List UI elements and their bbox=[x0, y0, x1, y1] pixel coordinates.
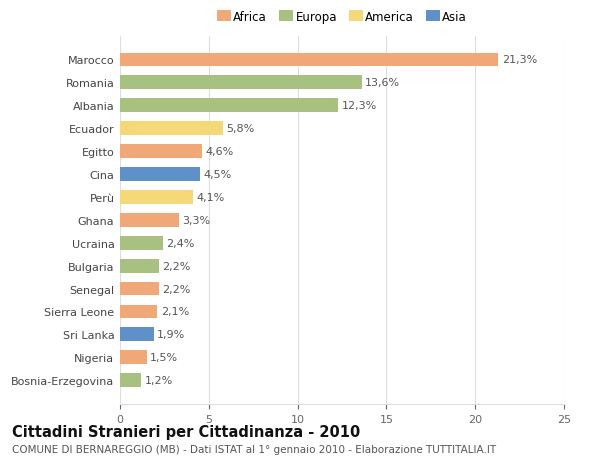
Bar bbox=[120, 213, 179, 227]
Text: 2,1%: 2,1% bbox=[161, 307, 189, 317]
Legend: Africa, Europa, America, Asia: Africa, Europa, America, Asia bbox=[212, 6, 472, 28]
Text: 1,9%: 1,9% bbox=[157, 330, 185, 340]
Text: 4,1%: 4,1% bbox=[196, 192, 224, 202]
Text: 4,6%: 4,6% bbox=[205, 147, 233, 157]
Bar bbox=[120, 168, 200, 181]
Bar bbox=[120, 374, 142, 387]
Text: 3,3%: 3,3% bbox=[182, 215, 210, 225]
Bar bbox=[120, 145, 202, 159]
Text: 2,2%: 2,2% bbox=[163, 284, 191, 294]
Bar bbox=[120, 53, 498, 67]
Bar bbox=[120, 282, 159, 296]
Bar bbox=[120, 236, 163, 250]
Text: 1,5%: 1,5% bbox=[150, 353, 178, 363]
Bar bbox=[120, 122, 223, 136]
Bar bbox=[120, 190, 193, 204]
Text: Cittadini Stranieri per Cittadinanza - 2010: Cittadini Stranieri per Cittadinanza - 2… bbox=[12, 425, 360, 440]
Bar bbox=[120, 76, 362, 90]
Text: 2,4%: 2,4% bbox=[166, 238, 194, 248]
Text: 21,3%: 21,3% bbox=[502, 55, 537, 65]
Text: 1,2%: 1,2% bbox=[145, 375, 173, 386]
Bar bbox=[120, 99, 338, 113]
Text: 13,6%: 13,6% bbox=[365, 78, 400, 88]
Text: COMUNE DI BERNAREGGIO (MB) - Dati ISTAT al 1° gennaio 2010 - Elaborazione TUTTIT: COMUNE DI BERNAREGGIO (MB) - Dati ISTAT … bbox=[12, 444, 496, 454]
Text: 4,5%: 4,5% bbox=[203, 170, 232, 179]
Bar bbox=[120, 328, 154, 341]
Text: 12,3%: 12,3% bbox=[342, 101, 377, 111]
Bar bbox=[120, 259, 159, 273]
Bar bbox=[120, 305, 157, 319]
Text: 5,8%: 5,8% bbox=[227, 124, 255, 134]
Bar bbox=[120, 351, 146, 364]
Text: 2,2%: 2,2% bbox=[163, 261, 191, 271]
